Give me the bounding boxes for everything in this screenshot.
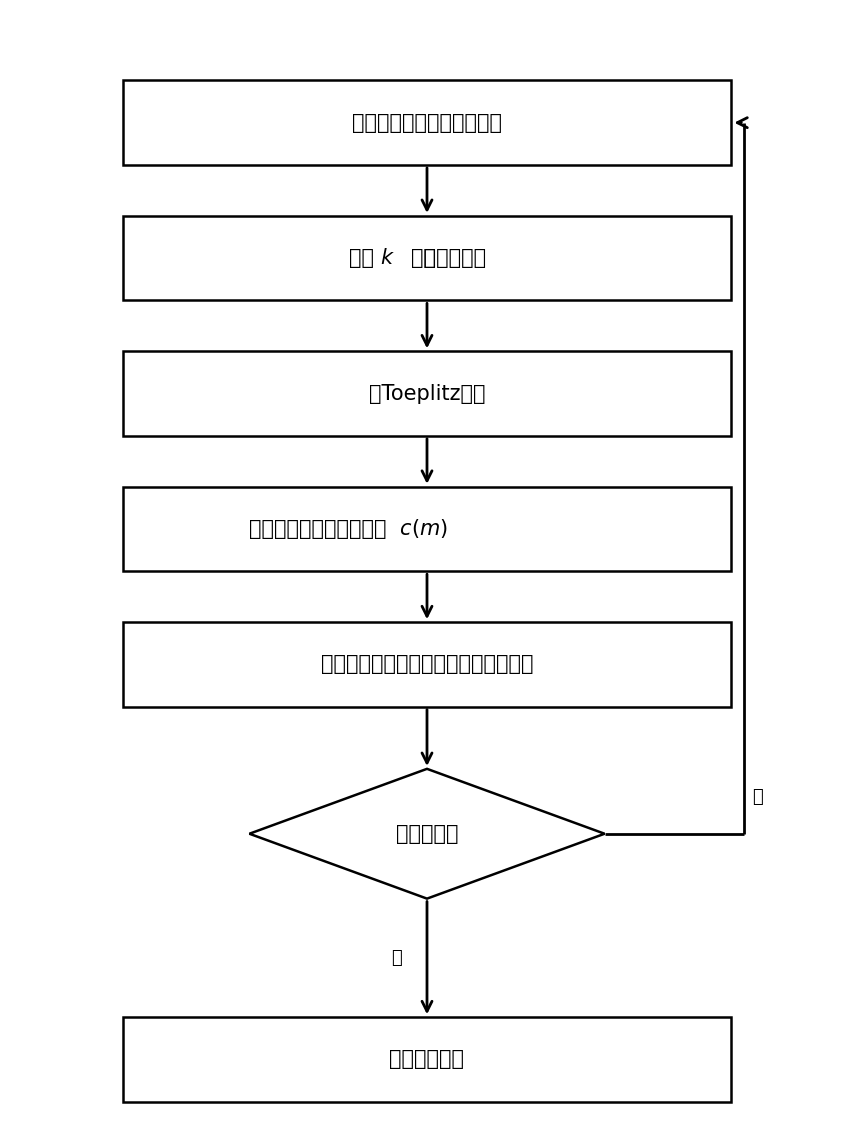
Text: 个时窗数据: 个时窗数据 [416, 248, 485, 268]
Text: 解线性方程组求滤波因子: 解线性方程组求滤波因子 [249, 518, 392, 539]
Text: $k$: $k$ [380, 248, 395, 268]
FancyBboxPatch shape [123, 216, 730, 300]
Polygon shape [249, 769, 604, 898]
Text: 是: 是 [391, 949, 401, 966]
FancyBboxPatch shape [123, 1018, 730, 1102]
FancyBboxPatch shape [123, 351, 730, 435]
Text: $c(m)$: $c(m)$ [392, 517, 448, 540]
FancyBboxPatch shape [123, 622, 730, 707]
Text: 求反褶积因子与时窗中每道记录的卷积: 求反褶积因子与时窗中每道记录的卷积 [321, 655, 532, 674]
Text: 是否处理完: 是否处理完 [395, 823, 458, 844]
Text: 输入浅剖待处理记录及参数: 输入浅剖待处理记录及参数 [351, 113, 502, 133]
Text: 否: 否 [751, 788, 763, 805]
Text: 求Toeplitz矩阵: 求Toeplitz矩阵 [368, 383, 485, 404]
FancyBboxPatch shape [123, 81, 730, 165]
Text: 取第: 取第 [410, 248, 443, 268]
Text: 输出浅剖记录: 输出浅剖记录 [389, 1049, 464, 1070]
Text: 取第: 取第 [349, 248, 380, 268]
FancyBboxPatch shape [123, 487, 730, 571]
